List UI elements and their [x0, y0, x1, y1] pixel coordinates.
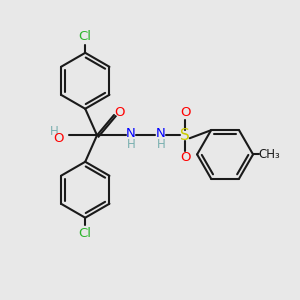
Text: S: S: [181, 128, 190, 143]
Text: O: O: [53, 132, 64, 145]
Text: O: O: [180, 152, 190, 164]
Text: H: H: [50, 125, 59, 138]
Text: N: N: [155, 127, 165, 140]
Text: N: N: [126, 127, 136, 140]
Text: H: H: [157, 138, 165, 151]
Text: CH₃: CH₃: [258, 148, 280, 161]
Text: O: O: [180, 106, 190, 119]
Text: Cl: Cl: [79, 30, 92, 43]
Text: Cl: Cl: [79, 227, 92, 240]
Text: H: H: [127, 138, 136, 151]
Text: O: O: [115, 106, 125, 118]
